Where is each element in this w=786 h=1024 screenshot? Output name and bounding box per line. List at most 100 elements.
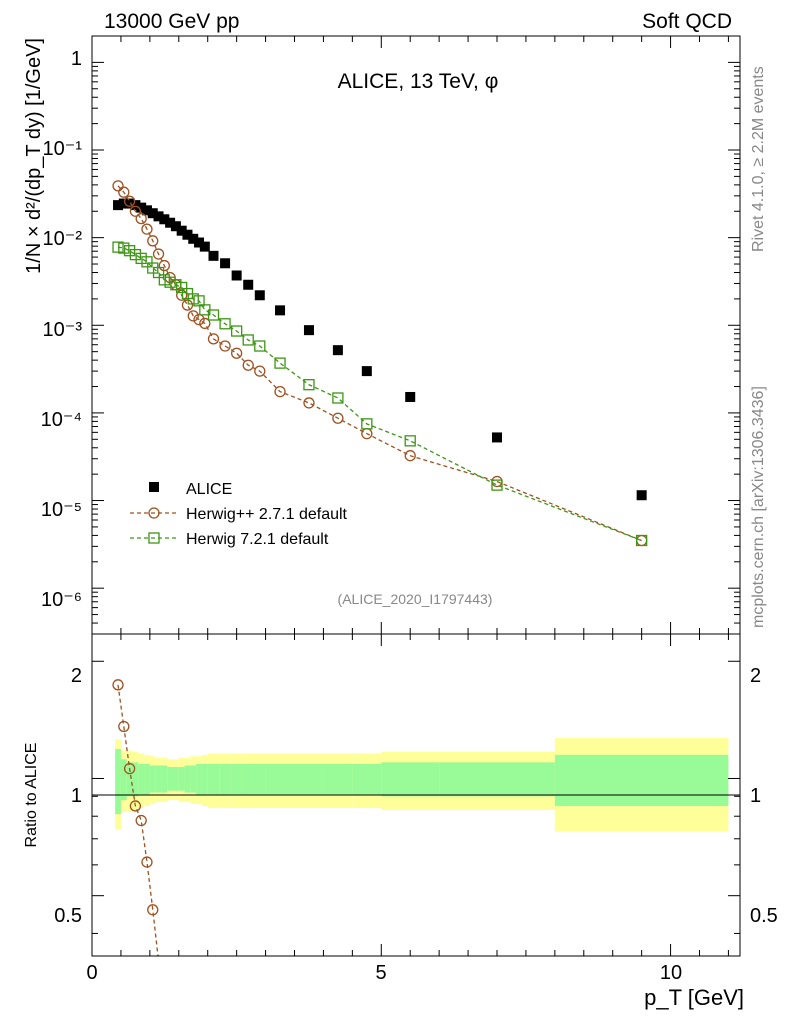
- band-inner-bin: [219, 763, 231, 795]
- band-inner-bin: [138, 763, 145, 795]
- data-point-alice: [147, 208, 158, 219]
- data-point-alice: [636, 490, 647, 501]
- data-point-alice: [130, 200, 141, 211]
- data-point-herwig-7-2-1-default: [118, 242, 130, 254]
- data-point-alice: [118, 198, 129, 209]
- data-point-herwig-2-7-1-default: [199, 317, 211, 330]
- band-inner-bin: [196, 763, 202, 795]
- data-point-herwig-2-7-1-default: [118, 186, 130, 198]
- data-point-herwig-2-7-1-default: [158, 259, 170, 272]
- ratio-y-tick-labels-right: 0.5 1 2: [750, 665, 778, 927]
- data-point-herwig-7-2-1-default: [254, 340, 266, 352]
- data-point-herwig-2-7-1-default: [147, 235, 159, 247]
- data-point-herwig-7-2-1-default: [207, 309, 220, 321]
- data-point-herwig-2-7-1-default: [176, 289, 188, 301]
- data-point-alice: [124, 198, 135, 209]
- legend-marker-herwig7: [148, 532, 160, 544]
- band-inner-bin: [352, 763, 382, 795]
- header-left-title: 13000 GeV pp: [104, 10, 239, 33]
- ratio-point-herwig-2-7-1-default: [123, 762, 136, 775]
- analysis-tag: (ALICE_2020_I1797443): [338, 591, 493, 607]
- ratio-panel: 0.5 1 2 0.5 1 2 Ratio to ALICE 0 5 10 p_…: [23, 633, 778, 1010]
- data-point-herwig-2-7-1-default: [274, 385, 286, 398]
- data-point-herwig-2-7-1-default: [230, 347, 243, 359]
- ratio-line-herwig-2-7-1-default: [117, 684, 159, 956]
- data-point-herwig-2-7-1-default: [193, 313, 205, 326]
- data-point-herwig-7-2-1-default: [152, 266, 165, 279]
- data-point-herwig-2-7-1-default: [254, 365, 266, 377]
- band-inner-bin: [323, 763, 353, 795]
- band-inner-bin: [120, 759, 127, 801]
- data-point-herwig-2-7-1-default: [187, 310, 199, 322]
- data-point-herwig-7-2-1-default: [274, 357, 286, 369]
- data-point-herwig-2-7-1-default: [404, 450, 416, 462]
- data-point-herwig-7-2-1-default: [164, 276, 176, 288]
- data-point-alice: [165, 217, 176, 228]
- ytick-label-1e-5: 10⁻⁵: [41, 499, 82, 521]
- data-point-herwig-2-7-1-default: [112, 180, 124, 192]
- band-inner-bin: [115, 749, 121, 815]
- ytick-label-1e-6: 10⁻⁶: [41, 589, 82, 611]
- ratio-point-herwig-2-7-1-default: [141, 856, 153, 868]
- ratio-ytick-2: 2: [71, 665, 82, 687]
- data-point-herwig-2-7-1-default: [181, 299, 194, 311]
- data-point-alice: [220, 258, 231, 269]
- legend: ALICE Herwig++ 2.7.1 default Herwig 7.2.…: [130, 481, 348, 548]
- rivet-version-label: Rivet 4.1.0, ≥ 2.2M events: [750, 66, 767, 252]
- xtick-0: 0: [86, 962, 97, 984]
- plot-title: ALICE, 13 TeV, φ: [338, 70, 499, 93]
- ratio-ytick-right-0.5: 0.5: [750, 905, 778, 927]
- xtick-5: 5: [375, 962, 386, 984]
- data-point-herwig-7-2-1-default: [170, 279, 182, 291]
- data-point-herwig-7-2-1-default: [491, 479, 503, 491]
- band-inner-bin: [178, 767, 185, 791]
- data-point-alice: [170, 221, 181, 232]
- series-line-herwig-2-7-1-default: [117, 185, 642, 542]
- xtick-10: 10: [660, 962, 682, 984]
- data-point-alice: [153, 211, 164, 222]
- data-point-alice: [194, 237, 205, 248]
- data-point-alice: [303, 325, 314, 336]
- data-point-herwig-2-7-1-default: [242, 359, 254, 371]
- ratio-series: [112, 679, 162, 956]
- band-inner-bin: [554, 754, 729, 806]
- data-point-alice: [332, 345, 343, 356]
- data-point-herwig-2-7-1-default: [129, 205, 142, 217]
- band-inner-bin: [242, 763, 254, 795]
- legend-marker-herwigpp: [148, 507, 160, 519]
- ratio-axis-ticks: [91, 634, 740, 956]
- band-inner-bin: [190, 765, 197, 793]
- data-point-herwig-7-2-1-default: [187, 293, 199, 305]
- data-point-herwig-2-7-1-default: [207, 333, 220, 345]
- data-point-herwig-2-7-1-default: [219, 340, 231, 352]
- band-inner-bin: [184, 765, 191, 793]
- ratio-plot-frame: [91, 633, 741, 957]
- data-point-alice: [208, 250, 219, 261]
- legend-marker-alice: [149, 482, 159, 492]
- ratio-y-tick-labels-left: 0.5 1 2: [54, 665, 82, 927]
- band-inner-bin: [173, 767, 179, 791]
- band-inner-bin: [265, 763, 295, 795]
- data-point-herwig-7-2-1-default: [176, 281, 188, 294]
- data-point-herwig-2-7-1-default: [332, 412, 344, 424]
- band-inner-bin: [381, 762, 440, 797]
- ratio-y-axis-label: Ratio to ALICE: [23, 743, 40, 848]
- data-point-herwig-2-7-1-default: [152, 248, 165, 260]
- band-inner-bin: [254, 763, 266, 795]
- data-point-alice: [176, 225, 187, 236]
- data-point-herwig-7-2-1-default: [404, 435, 416, 447]
- data-point-alice: [159, 214, 170, 225]
- data-point-herwig-7-2-1-default: [303, 379, 315, 391]
- band-inner-bin: [201, 763, 208, 795]
- ytick-label-1e-1: 10⁻¹: [43, 138, 83, 160]
- series-line-herwig-7-2-1-default: [117, 246, 642, 542]
- header-right-title: Soft QCD: [642, 10, 732, 33]
- data-point-herwig-2-7-1-default: [303, 397, 315, 409]
- band-inner-bin: [149, 765, 156, 793]
- data-point-herwig-7-2-1-default: [158, 274, 170, 286]
- data-point-alice: [141, 205, 152, 216]
- ratio-point-herwig-2-7-1-default: [118, 720, 130, 733]
- band-inner-bin: [132, 762, 139, 797]
- band-inner-bin: [230, 763, 243, 795]
- band-inner-bin: [161, 765, 168, 793]
